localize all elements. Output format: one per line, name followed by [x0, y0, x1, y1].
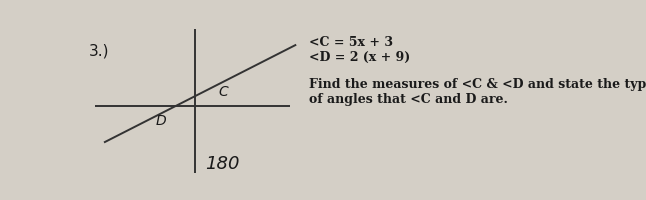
Text: Find the measures of <C & <D and state the type: Find the measures of <C & <D and state t…: [309, 78, 646, 91]
Text: C: C: [219, 84, 229, 98]
Text: 3.): 3.): [89, 43, 109, 58]
Text: 180: 180: [205, 154, 240, 172]
Text: <D = 2 (x + 9): <D = 2 (x + 9): [309, 51, 411, 64]
Text: D: D: [155, 114, 166, 128]
Text: <C = 5x + 3: <C = 5x + 3: [309, 35, 393, 48]
Text: of angles that <C and D are.: of angles that <C and D are.: [309, 93, 508, 106]
